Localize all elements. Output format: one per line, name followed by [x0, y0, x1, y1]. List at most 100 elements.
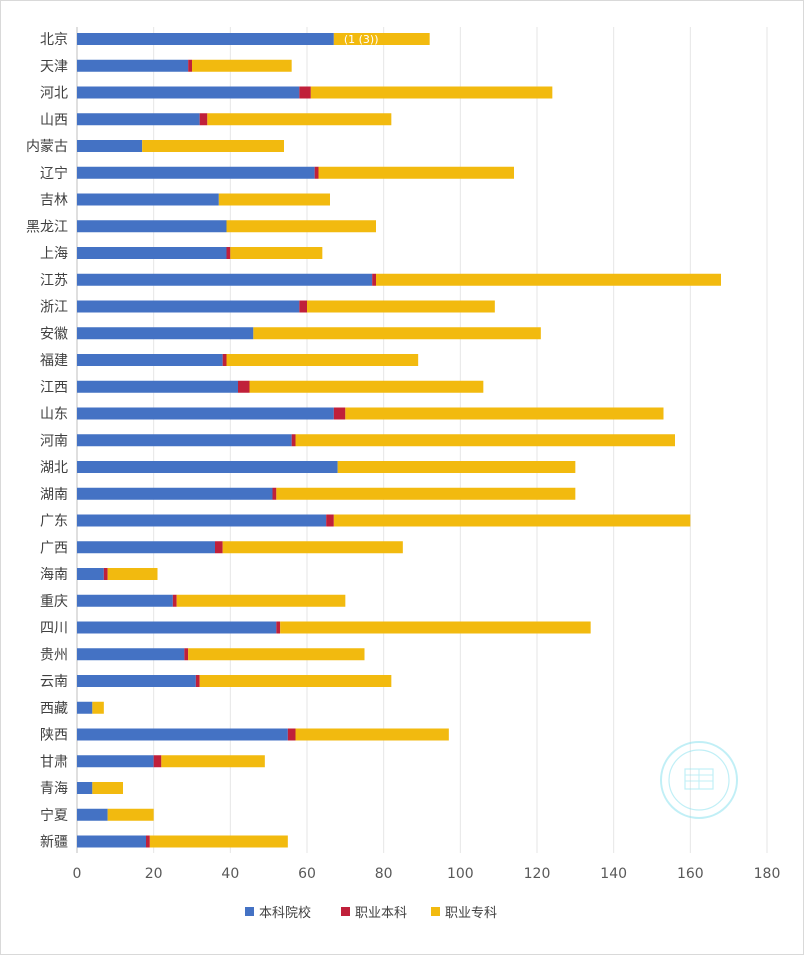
x-tick-label: 20: [145, 866, 163, 882]
bar-segment: [77, 514, 327, 527]
bar-segment: [77, 675, 196, 687]
bar-segment: [318, 166, 514, 179]
bar-segment: [77, 434, 292, 447]
bar-segment: [184, 648, 189, 661]
category-label: 天津: [40, 59, 68, 75]
bar-segment: [333, 407, 346, 420]
bar-segment: [249, 380, 484, 393]
bar-segment: [276, 621, 281, 634]
bar-segment: [77, 33, 334, 45]
category-label: 新疆: [40, 835, 68, 851]
category-label: 湖南: [40, 487, 68, 503]
bar-segment: [295, 728, 449, 741]
category-label: 青海: [40, 781, 68, 797]
bar-segment: [107, 808, 154, 821]
bar-segment: [230, 247, 323, 259]
category-label: 贵州: [40, 647, 68, 663]
bar-segment: [199, 675, 392, 687]
bar-segment: [337, 461, 576, 473]
bar-segment: [92, 701, 104, 714]
bar-segment: [77, 247, 227, 259]
bar-segment: [345, 407, 664, 420]
bar-segment: [77, 86, 300, 99]
bar-segment: [176, 594, 346, 607]
bar-segment: [142, 140, 284, 152]
bar-segment: [307, 300, 495, 313]
bar-segment: [77, 541, 215, 554]
bar-segment: [287, 728, 296, 741]
bar-segment: [77, 568, 104, 580]
bar-segment: [77, 755, 154, 768]
bar-segment: [314, 166, 319, 179]
category-label-layer: 北京天津河北山西内蒙古辽宁吉林黑龙江上海江苏浙江安徽福建江西山东河南湖北湖南广东…: [26, 32, 379, 851]
bar-segment: [77, 300, 300, 313]
bar-segment: [253, 327, 541, 340]
bar-segment: [280, 621, 591, 634]
bar-segment: [107, 568, 158, 580]
legend-label: 职业本科: [355, 906, 407, 921]
bar-annotation: (1 (3)): [344, 33, 379, 46]
bar-segment: [77, 354, 223, 366]
legend: 本科院校 职业本科 职业专科: [245, 905, 497, 921]
bar-segment: [226, 220, 376, 233]
category-label: 上海: [40, 246, 68, 262]
bar-segment: [77, 487, 273, 500]
category-label: 山东: [40, 407, 68, 423]
bar-segment: [153, 755, 162, 768]
category-label: 浙江: [40, 300, 68, 316]
x-tick-label: 40: [221, 866, 239, 882]
category-label: 内蒙古: [26, 139, 68, 155]
category-label: 辽宁: [40, 165, 68, 182]
legend-swatch: [341, 907, 350, 916]
bar-segment: [188, 59, 192, 72]
bar-segment: [238, 380, 250, 393]
bar-segment: [77, 140, 143, 152]
x-tick-label: 120: [524, 866, 551, 882]
bar-segment: [149, 835, 288, 848]
bar-segment: [77, 220, 227, 233]
x-tick-label: 80: [375, 866, 393, 882]
legend-label: 本科院校: [259, 905, 311, 921]
category-label: 黑龙江: [26, 219, 68, 235]
x-tick-label: 160: [677, 866, 704, 882]
category-label: 海南: [40, 567, 68, 583]
bar-segment: [188, 648, 365, 661]
bar-segment: [77, 407, 334, 420]
bar-segment: [222, 541, 403, 554]
category-label: 云南: [40, 674, 68, 690]
category-label: 安徽: [40, 326, 68, 342]
bar-segment: [299, 86, 311, 99]
category-label: 河北: [40, 86, 68, 102]
bar-segment: [276, 487, 576, 500]
bar-segment: [333, 33, 430, 45]
bar-segment: [77, 701, 93, 714]
bar-segment: [272, 487, 277, 500]
legend-label: 职业专科: [445, 906, 497, 921]
bar-segment: [77, 782, 93, 794]
bar-segment: [310, 86, 553, 99]
watermark-seal: [660, 741, 738, 819]
x-tick-label: 180: [754, 866, 781, 882]
legend-swatch: [245, 907, 254, 916]
bar-segment: [195, 675, 200, 687]
bar-segment: [77, 273, 373, 286]
bar-segment: [92, 782, 123, 794]
bar-segment: [77, 166, 315, 179]
bar-segment: [226, 354, 419, 366]
bar-segment: [226, 247, 231, 259]
bar-segment: [77, 327, 254, 340]
bar-segment: [103, 568, 108, 580]
category-label: 山西: [40, 112, 68, 128]
bar-segment: [291, 434, 296, 447]
bar-segment: [326, 514, 334, 527]
bar-segment: [215, 541, 223, 554]
x-tick-label: 140: [600, 866, 627, 882]
category-label: 湖北: [40, 460, 68, 476]
bar-segment: [192, 59, 292, 72]
bar-segment: [146, 835, 150, 848]
bar-segment: [295, 434, 675, 447]
category-label: 宁夏: [40, 807, 68, 824]
bar-segment: [222, 354, 227, 366]
